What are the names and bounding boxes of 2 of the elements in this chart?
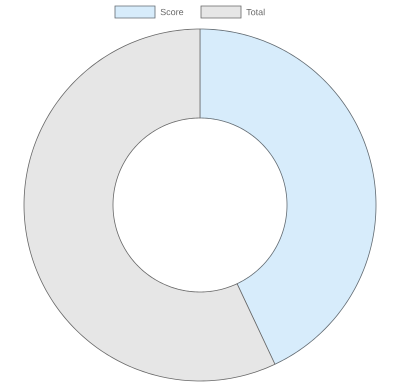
legend-label: Score	[160, 8, 184, 16]
legend-label: Total	[246, 8, 265, 16]
